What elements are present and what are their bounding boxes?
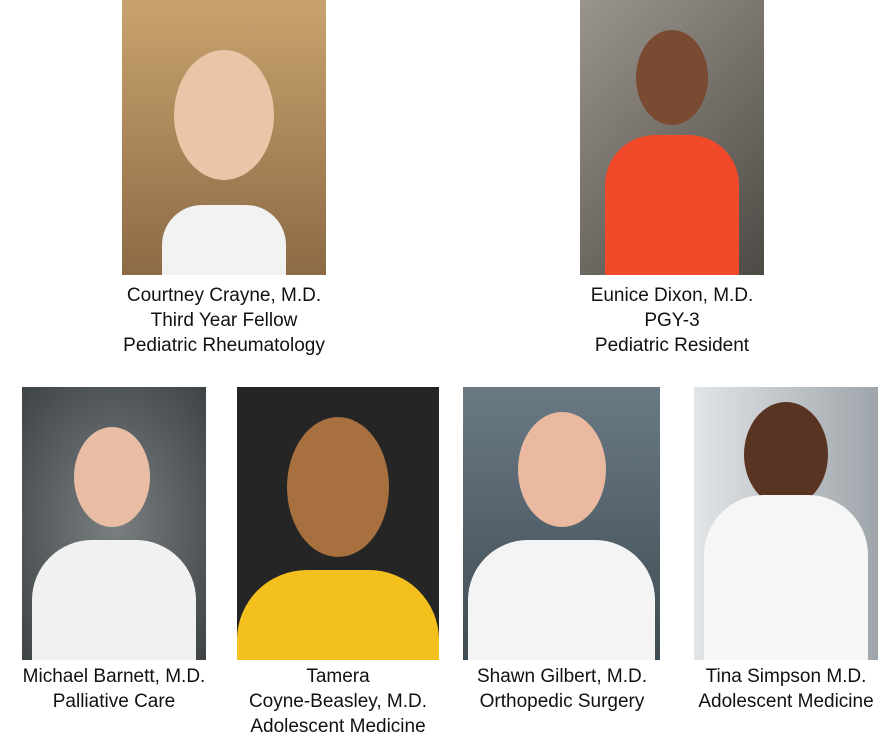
caption-michael-barnett: Michael Barnett, M.D. Palliative Care xyxy=(0,664,228,714)
person-name: Michael Barnett, M.D. xyxy=(22,666,206,687)
person-department: Pediatric Resident xyxy=(594,335,750,356)
caption-tamera-coyne-beasley: Tamera Coyne-Beasley, M.D. Adolescent Medi… xyxy=(228,664,448,739)
photo-shawn-gilbert xyxy=(463,387,660,660)
person-title: Orthopedic Surgery xyxy=(479,691,645,712)
photo-tamera-coyne-beasley xyxy=(237,387,439,660)
person-title: Palliative Care xyxy=(52,691,176,712)
photo-eunice-dixon xyxy=(580,0,764,275)
photo-courtney-crayne xyxy=(122,0,326,275)
person-title: Third Year Fellow xyxy=(150,310,298,331)
caption-shawn-gilbert: Shawn Gilbert, M.D. Orthopedic Surgery xyxy=(452,664,672,714)
person-title: PGY-3 xyxy=(644,310,700,331)
person-name: Courtney Crayne, M.D. xyxy=(126,285,322,306)
photo-michael-barnett xyxy=(22,387,206,660)
person-department: Adolescent Medicine xyxy=(250,716,426,737)
person-title: Adolescent Medicine xyxy=(698,691,874,712)
person-name: Shawn Gilbert, M.D. xyxy=(477,666,647,687)
person-title: Coyne-Beasley, M.D. xyxy=(248,691,428,712)
caption-courtney-crayne: Courtney Crayne, M.D. Third Year Fellow Pe… xyxy=(74,283,374,358)
person-name: Tina Simpson M.D. xyxy=(705,666,867,687)
person-name: Eunice Dixon, M.D. xyxy=(590,285,754,306)
person-department: Pediatric Rheumatology xyxy=(123,335,325,356)
photo-tina-simpson xyxy=(694,387,878,660)
person-name: Tamera xyxy=(306,666,370,687)
caption-eunice-dixon: Eunice Dixon, M.D. PGY-3 Pediatric Residen… xyxy=(522,283,822,358)
caption-tina-simpson: Tina Simpson M.D. Adolescent Medicine xyxy=(680,664,892,714)
